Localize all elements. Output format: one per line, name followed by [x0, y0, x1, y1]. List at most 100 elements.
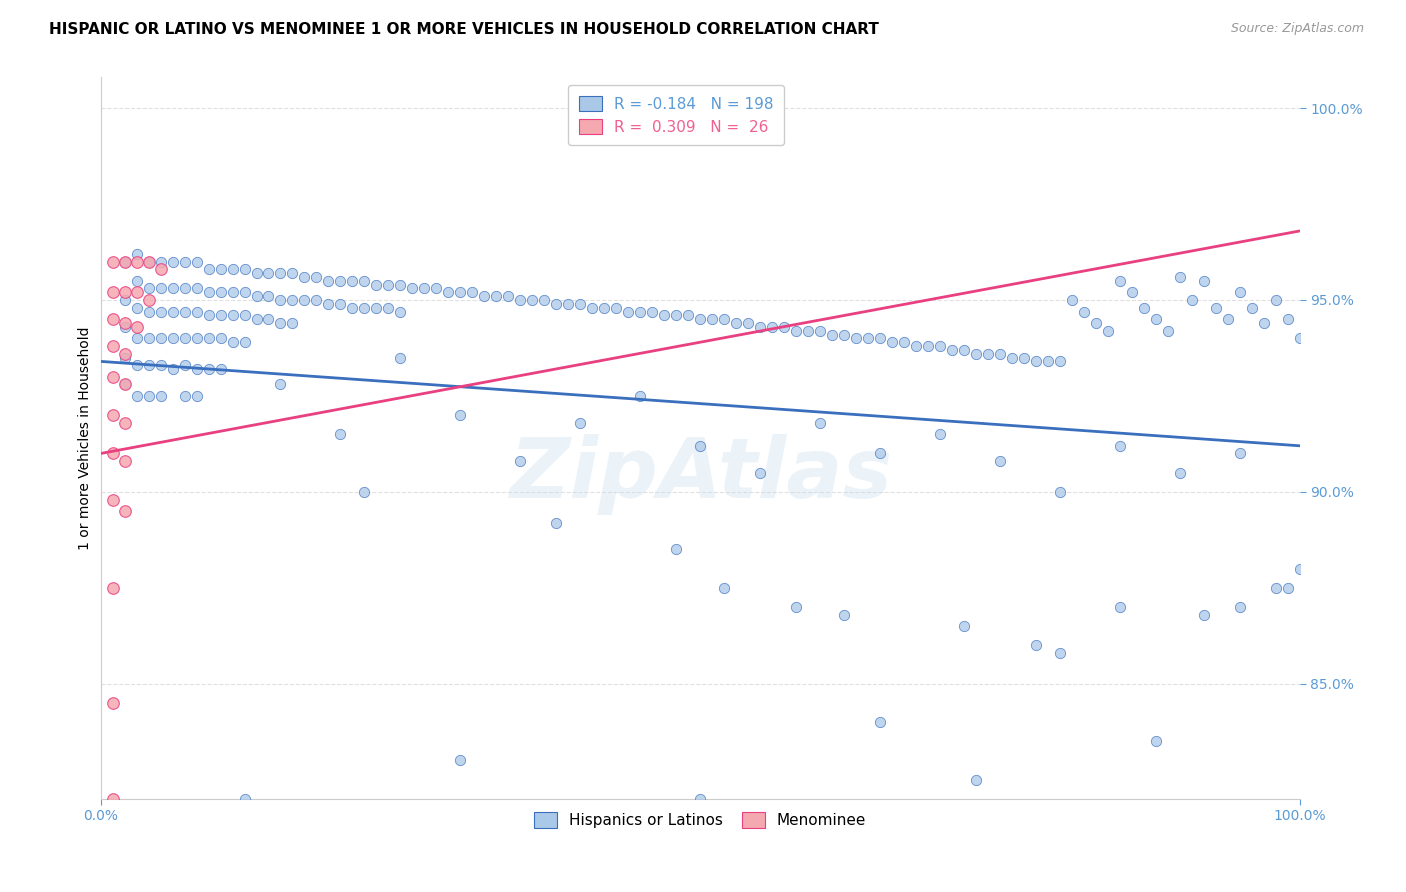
Point	[785, 599, 807, 614]
Point	[509, 454, 531, 468]
Point	[125, 301, 148, 315]
Point	[509, 293, 531, 307]
Point	[1264, 293, 1286, 307]
Point	[138, 254, 160, 268]
Point	[197, 362, 219, 376]
Point	[257, 289, 280, 303]
Point	[665, 542, 688, 557]
Point	[329, 427, 352, 442]
Point	[988, 454, 1011, 468]
Point	[186, 331, 208, 345]
Point	[114, 504, 136, 518]
Point	[149, 281, 172, 295]
Point	[1012, 351, 1035, 365]
Point	[832, 327, 855, 342]
Point	[269, 377, 291, 392]
Point	[652, 309, 675, 323]
Point	[1168, 270, 1191, 285]
Point	[269, 293, 291, 307]
Point	[173, 331, 195, 345]
Point	[1025, 354, 1047, 368]
Point	[101, 254, 124, 268]
Point	[125, 285, 148, 300]
Point	[389, 304, 412, 318]
Point	[641, 304, 664, 318]
Point	[149, 254, 172, 268]
Point	[101, 446, 124, 460]
Text: HISPANIC OR LATINO VS MENOMINEE 1 OR MORE VEHICLES IN HOUSEHOLD CORRELATION CHAR: HISPANIC OR LATINO VS MENOMINEE 1 OR MOR…	[49, 22, 879, 37]
Point	[1109, 599, 1132, 614]
Point	[1109, 439, 1132, 453]
Point	[138, 331, 160, 345]
Point	[186, 254, 208, 268]
Point	[880, 335, 903, 350]
Point	[114, 319, 136, 334]
Point	[101, 581, 124, 595]
Point	[1001, 351, 1024, 365]
Point	[461, 285, 484, 300]
Point	[1060, 293, 1083, 307]
Point	[257, 266, 280, 280]
Point	[281, 293, 304, 307]
Point	[114, 416, 136, 430]
Point	[1229, 599, 1251, 614]
Point	[485, 289, 508, 303]
Point	[569, 297, 592, 311]
Point	[173, 281, 195, 295]
Point	[149, 389, 172, 403]
Point	[197, 262, 219, 277]
Point	[101, 408, 124, 422]
Point	[557, 297, 579, 311]
Point	[342, 301, 364, 315]
Point	[1073, 304, 1095, 318]
Point	[377, 301, 399, 315]
Point	[233, 262, 256, 277]
Point	[125, 358, 148, 372]
Text: ZipAtlas: ZipAtlas	[509, 434, 891, 515]
Point	[353, 301, 375, 315]
Point	[101, 339, 124, 353]
Point	[162, 331, 184, 345]
Point	[221, 285, 243, 300]
Point	[138, 281, 160, 295]
Point	[318, 274, 340, 288]
Point	[329, 297, 352, 311]
Point	[162, 254, 184, 268]
Point	[1205, 301, 1227, 315]
Point	[173, 389, 195, 403]
Point	[353, 484, 375, 499]
Point	[425, 281, 447, 295]
Point	[702, 312, 724, 326]
Point	[1144, 734, 1167, 748]
Point	[281, 316, 304, 330]
Point	[162, 362, 184, 376]
Point	[138, 389, 160, 403]
Point	[318, 297, 340, 311]
Point	[965, 347, 987, 361]
Point	[1181, 293, 1204, 307]
Point	[941, 343, 963, 357]
Point	[305, 270, 328, 285]
Point	[353, 274, 375, 288]
Point	[713, 581, 735, 595]
Point	[628, 389, 651, 403]
Point	[294, 270, 316, 285]
Point	[197, 285, 219, 300]
Point	[101, 312, 124, 326]
Point	[869, 715, 891, 730]
Point	[186, 389, 208, 403]
Point	[389, 351, 412, 365]
Point	[1229, 446, 1251, 460]
Point	[149, 304, 172, 318]
Point	[305, 293, 328, 307]
Point	[1049, 484, 1071, 499]
Point	[125, 247, 148, 261]
Point	[1168, 466, 1191, 480]
Point	[689, 439, 711, 453]
Point	[665, 309, 688, 323]
Point	[209, 262, 232, 277]
Point	[749, 466, 772, 480]
Point	[197, 331, 219, 345]
Point	[245, 289, 267, 303]
Point	[114, 316, 136, 330]
